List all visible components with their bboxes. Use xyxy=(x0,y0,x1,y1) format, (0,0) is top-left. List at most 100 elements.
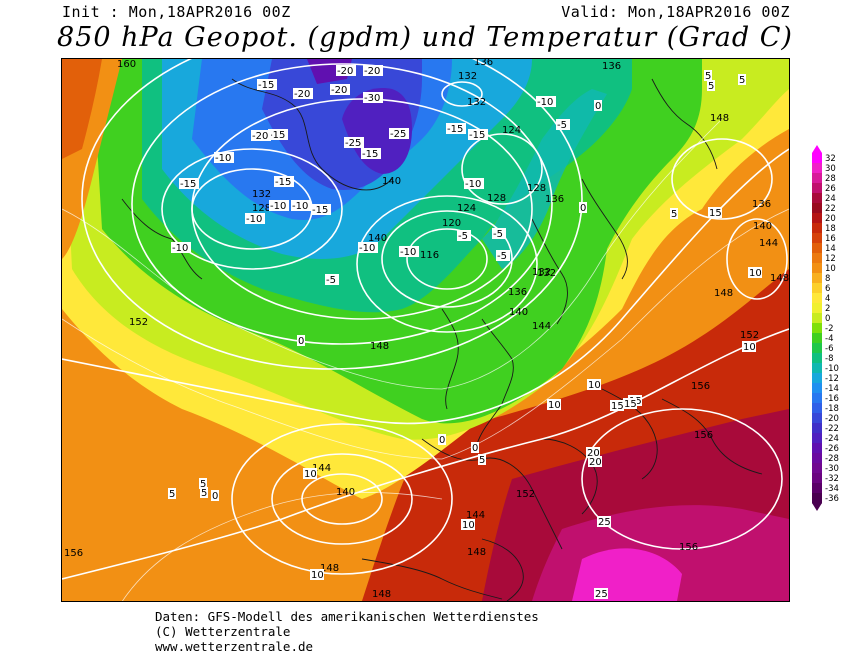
legend-swatch xyxy=(812,373,822,384)
legend-value: -4 xyxy=(825,334,833,344)
temperature-label: 25 xyxy=(598,517,611,528)
temperature-label-box xyxy=(358,242,378,253)
temperature-label: -20 xyxy=(252,131,268,142)
temperature-label-box xyxy=(478,454,486,465)
init-time: Init : Mon,18APR2016 00Z xyxy=(62,3,291,21)
legend-top-arrow xyxy=(812,145,822,153)
legend-swatch xyxy=(812,463,822,474)
temperature-label: -5 xyxy=(493,229,503,240)
legend-swatch xyxy=(812,153,822,164)
legend-value: 22 xyxy=(825,204,836,214)
temperature-label: 0 xyxy=(439,435,445,446)
geopotential-label: 140 xyxy=(382,176,401,187)
legend-value: 26 xyxy=(825,184,836,194)
geopotential-label: 136 xyxy=(508,287,527,298)
legend-swatch xyxy=(812,333,822,344)
temperature-label-box xyxy=(311,204,331,215)
temperature-label: -15 xyxy=(312,205,328,216)
legend-value: 12 xyxy=(825,254,836,264)
temperature-label-box xyxy=(457,230,471,241)
legend-swatch xyxy=(812,393,822,404)
legend-swatch xyxy=(812,213,822,224)
legend-value: 32 xyxy=(825,154,836,164)
temperature-label-box xyxy=(245,213,265,224)
legend-value: -16 xyxy=(825,394,839,404)
temperature-label-box xyxy=(344,137,364,148)
temperature-label: -5 xyxy=(497,251,507,262)
geopotential-label: 132 xyxy=(532,267,551,278)
temperature-label: 0 xyxy=(472,443,478,454)
legend-swatch xyxy=(812,243,822,254)
temperature-label-box xyxy=(274,176,294,187)
temperature-label: -20 xyxy=(294,89,310,100)
legend-value: 0 xyxy=(825,314,830,324)
geopotential-label: 140 xyxy=(336,487,355,498)
legend-swatch xyxy=(812,473,822,484)
temperature-label-box xyxy=(257,79,277,90)
temperature-label: -10 xyxy=(270,201,286,212)
geopotential-label: 140 xyxy=(753,221,772,232)
legend-swatch xyxy=(812,273,822,284)
temperature-label-box xyxy=(670,208,678,219)
legend-value: 4 xyxy=(825,294,830,304)
temperature-label: 10 xyxy=(588,380,601,391)
geopotential-label: 132 xyxy=(467,97,486,108)
legend-value: 6 xyxy=(825,284,830,294)
geopotential-label: 148 xyxy=(710,113,729,124)
legend-value: 20 xyxy=(825,214,836,224)
temperature-label: 5 xyxy=(705,71,711,82)
geopotential-label: 140 xyxy=(509,307,528,318)
temperature-label: -5 xyxy=(326,275,336,286)
temperature-label: 25 xyxy=(595,589,608,600)
temperature-label-box xyxy=(471,442,479,453)
temperature-label: -10 xyxy=(537,97,553,108)
legend-swatch xyxy=(812,253,822,264)
geopotential-label: 144 xyxy=(759,238,778,249)
temperature-label-box xyxy=(707,80,715,91)
temperature-label: -15 xyxy=(269,130,285,141)
legend-swatch xyxy=(812,493,822,504)
temperature-label: 5 xyxy=(739,75,745,86)
temperature-label: 15 xyxy=(624,399,637,410)
legend-value: 30 xyxy=(825,164,836,174)
geopotential-label: 136 xyxy=(602,61,621,72)
legend-value: -30 xyxy=(825,464,839,474)
temperature-label: 5 xyxy=(708,81,714,92)
legend-swatch xyxy=(812,363,822,374)
geopotential-label: 152 xyxy=(516,489,535,500)
temperature-label-box xyxy=(579,202,587,213)
geopotential-label: 152 xyxy=(129,317,148,328)
legend-value: -28 xyxy=(825,454,839,464)
legend-value: -24 xyxy=(825,434,839,444)
temperature-label-box xyxy=(597,516,611,527)
temperature-label-box xyxy=(623,398,637,409)
temperature-label-box xyxy=(461,519,475,530)
legend-swatch xyxy=(812,483,822,494)
temperature-label: 10 xyxy=(548,400,561,411)
legend-swatch xyxy=(812,443,822,454)
legend-value: -32 xyxy=(825,474,839,484)
coastlines xyxy=(121,78,763,601)
temperature-label-box xyxy=(303,468,317,479)
geopotential-label: 124 xyxy=(457,203,476,214)
geopotential-label: 148 xyxy=(372,589,391,600)
temperature-label: -25 xyxy=(345,138,361,149)
weather-map: 1601361321321361381401401321281241281281… xyxy=(61,58,790,602)
temperature-label: 5 xyxy=(671,209,677,220)
temperature-label: 0 xyxy=(298,336,304,347)
temperature-label-box xyxy=(389,128,409,139)
legend-value: -14 xyxy=(825,384,839,394)
temperature-label: 10 xyxy=(311,570,324,581)
temperature-label-box xyxy=(214,152,234,163)
geopotential-label: 148 xyxy=(714,288,733,299)
temperature-label: -10 xyxy=(359,243,375,254)
color-legend-scale: 32302826242220181614121086420-2-4-6-8-10… xyxy=(812,145,839,511)
temperature-field xyxy=(62,59,789,601)
temperature-label-box xyxy=(748,267,762,278)
temperature-label: 5 xyxy=(200,479,206,490)
temperature-label: 10 xyxy=(743,342,756,353)
temperature-label: -10 xyxy=(292,201,308,212)
legend-value: -12 xyxy=(825,374,839,384)
temperature-label-box xyxy=(336,65,356,76)
legend-value: 8 xyxy=(825,274,830,284)
